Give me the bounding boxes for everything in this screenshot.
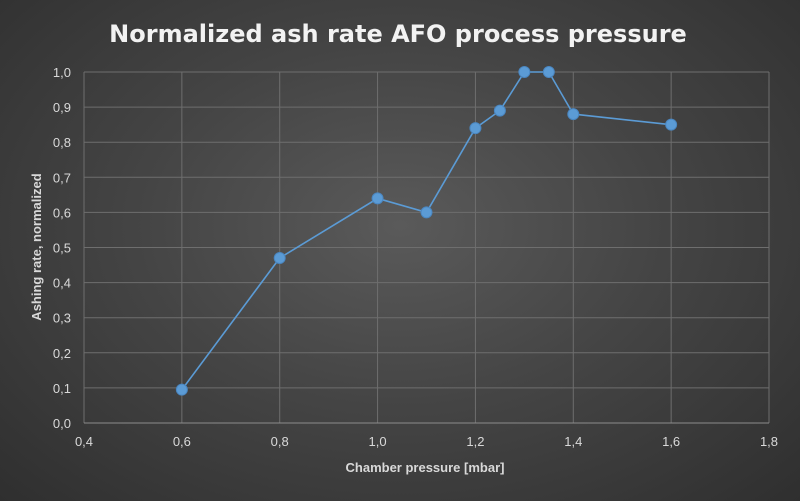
y-tick-label: 0,9	[53, 100, 71, 115]
data-point	[469, 122, 482, 135]
x-tick-label: 1,0	[369, 434, 387, 449]
y-tick-label: 0,3	[53, 311, 71, 326]
x-tick-label: 0,8	[271, 434, 289, 449]
y-tick-label: 0,8	[53, 135, 71, 150]
axes: 0,4 0,6 0,8 1,0 1,2 1,4 1,6 1,8 0,0 0,1 0,2 0,3 0,4 0…	[53, 65, 778, 449]
x-tick-label: 1,8	[760, 434, 778, 449]
y-axis-label: Ashing rate, normalized	[29, 173, 44, 320]
data-point	[371, 192, 384, 205]
data-point	[493, 104, 506, 117]
data-point	[420, 206, 433, 219]
series-line	[181, 71, 672, 391]
x-tick-label: 1,6	[662, 434, 680, 449]
data-point	[175, 383, 188, 396]
x-tick-label: 1,2	[466, 434, 484, 449]
data-point	[273, 252, 286, 265]
y-tick-label: 0,7	[53, 170, 71, 185]
y-tick-label: 0,0	[53, 416, 71, 431]
chart-title: Normalized ash rate AFO process pressure	[109, 20, 687, 48]
y-tick-label: 0,5	[53, 241, 71, 256]
x-tick-label: 0,4	[75, 434, 93, 449]
x-axis-label: Chamber pressure [mbar]	[346, 460, 505, 475]
x-tick-label: 1,4	[564, 434, 582, 449]
y-tick-label: 0,6	[53, 205, 71, 220]
data-point	[542, 66, 555, 78]
gridlines	[83, 71, 770, 424]
data-point	[665, 118, 678, 131]
data-point	[518, 66, 531, 78]
data-point	[567, 108, 580, 121]
y-tick-label: 0,1	[53, 381, 71, 396]
y-tick-label: 0,4	[53, 276, 71, 291]
y-tick-label: 0,2	[53, 346, 71, 361]
series	[175, 66, 678, 396]
y-tick-label: 1,0	[53, 65, 71, 80]
x-tick-label: 0,6	[173, 434, 191, 449]
